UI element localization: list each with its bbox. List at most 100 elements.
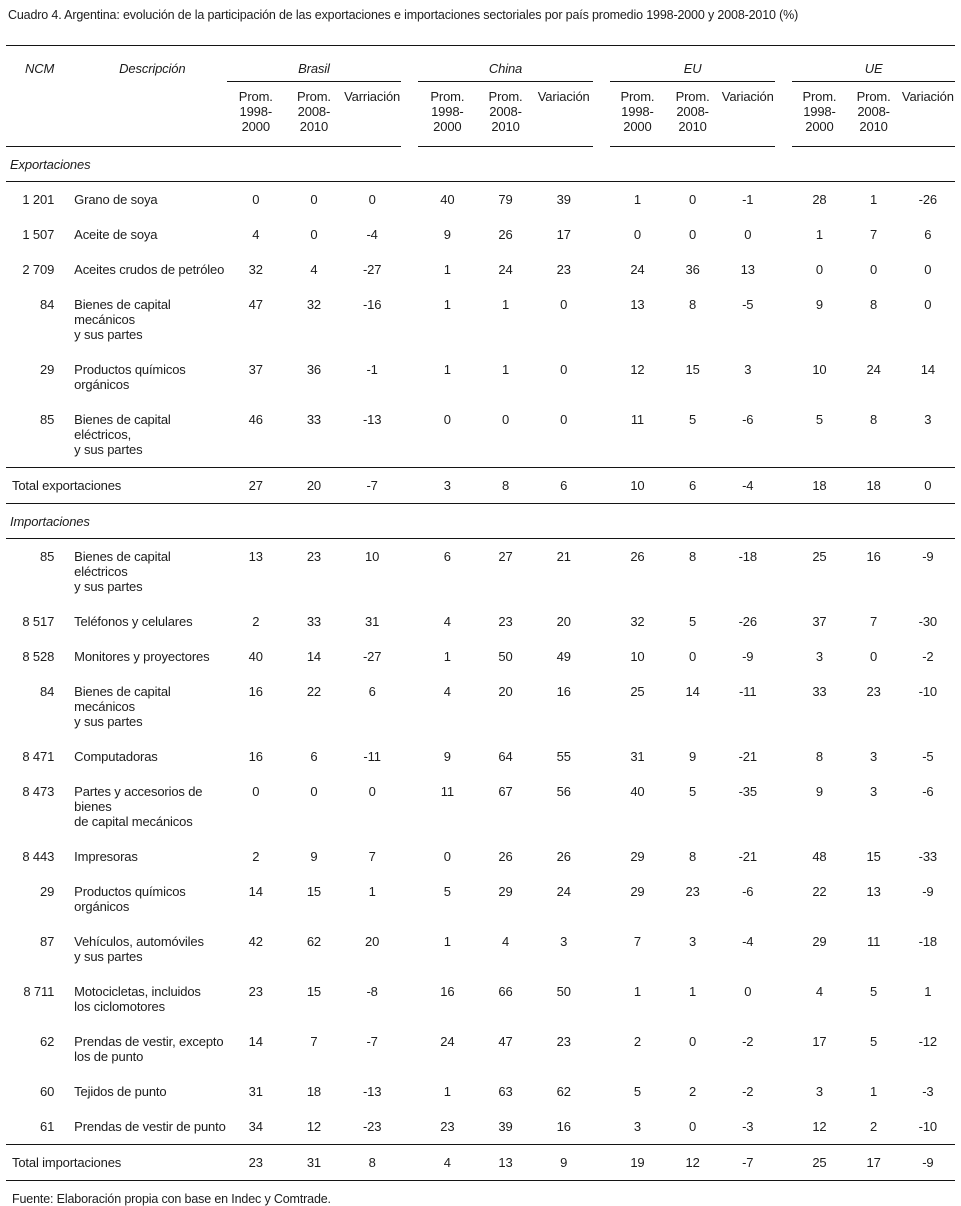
value-cell: 6 <box>924 227 932 242</box>
value-cell: 14 <box>306 649 322 664</box>
value-cell: 16 <box>440 984 455 999</box>
value-cell: 1 <box>633 192 641 207</box>
value-cell: -2 <box>922 649 934 664</box>
value-cell: 33 <box>812 684 827 699</box>
group-gap <box>593 287 610 352</box>
value-cell: 2 <box>633 1034 641 1049</box>
value-cell: 50 <box>498 649 513 664</box>
value-cell: 33 <box>306 412 322 427</box>
value-cell: 8 <box>870 297 878 312</box>
value-cell: 8 <box>689 549 697 564</box>
value-cell: 36 <box>685 262 700 277</box>
value-cell: 24 <box>556 884 571 899</box>
value-cell: 23 <box>226 1144 285 1181</box>
group-gap <box>593 874 610 924</box>
value-cell: 0 <box>689 1034 697 1049</box>
value-cell: 16 <box>556 684 571 699</box>
value-cell: 20 <box>284 467 344 504</box>
group-gap <box>593 974 610 1024</box>
group-gap <box>593 604 610 639</box>
value-cell: 27 <box>226 467 285 504</box>
value-cell: 10 <box>812 362 827 377</box>
section-row: Importaciones <box>6 503 955 539</box>
value-cell: 23 <box>556 262 571 277</box>
value-cell: -6 <box>742 412 754 427</box>
value-cell: 6 <box>665 467 721 504</box>
value-cell: 9 <box>689 749 697 764</box>
table-row: 84 Bienes de capital mecánicos y sus part… <box>6 674 955 739</box>
value-cell: 0 <box>870 649 878 664</box>
value-cell: -13 <box>362 1084 382 1099</box>
value-cell: 6 <box>310 749 318 764</box>
group-gap <box>592 467 610 504</box>
value-cell: -8 <box>366 984 378 999</box>
value-cell: 1 <box>924 984 932 999</box>
value-cell: 1 <box>501 362 510 377</box>
value-cell: 25 <box>812 549 827 564</box>
value-cell: 33 <box>306 614 322 629</box>
value-cell: 40 <box>630 784 645 799</box>
group-gap <box>593 774 610 839</box>
ncm-code: 2 709 <box>22 262 55 277</box>
table-row: 85 Bienes de capital eléctricos, y sus pa… <box>6 402 955 468</box>
value-cell: -18 <box>738 549 757 564</box>
value-cell: 67 <box>498 784 513 799</box>
value-cell: 20 <box>556 614 571 629</box>
value-cell: 48 <box>812 849 827 864</box>
value-cell: 27 <box>498 549 513 564</box>
value-cell: 2 <box>252 614 260 629</box>
value-cell: 37 <box>812 614 827 629</box>
value-cell: 0 <box>744 227 752 242</box>
value-cell: 13 <box>476 1144 535 1181</box>
value-cell: 9 <box>443 227 451 242</box>
value-cell: -11 <box>739 684 757 699</box>
subheader-china-prom2: Prom. 2008- 2010 <box>476 81 535 147</box>
row-description: Productos químicos orgánicos <box>74 884 186 914</box>
value-cell: 66 <box>498 984 513 999</box>
total-label: Total importaciones <box>6 1144 227 1181</box>
group-gap <box>401 182 418 218</box>
value-cell: 3 <box>689 934 697 949</box>
subheader-china-prom1: Prom. 1998- 2000 <box>418 81 477 147</box>
row-description: Tejidos de punto <box>74 1084 167 1099</box>
value-cell: 1 <box>815 227 823 242</box>
group-gap <box>401 217 418 252</box>
value-cell: 40 <box>440 192 455 207</box>
value-cell: 18 <box>846 467 901 504</box>
value-cell: 18 <box>792 467 847 504</box>
group-gap <box>593 182 610 218</box>
value-cell: 24 <box>498 262 513 277</box>
value-cell: 26 <box>498 849 513 864</box>
row-description: Bienes de capital mecánicos y sus partes <box>74 297 171 342</box>
ncm-code: 85 <box>40 412 55 427</box>
value-cell: 25 <box>630 684 645 699</box>
value-cell: 0 <box>560 297 568 312</box>
value-cell: 0 <box>924 262 932 277</box>
table-row: 29 Productos químicos orgánicos 14 15 1 5 29 24… <box>6 874 955 924</box>
value-cell: 3 <box>744 362 752 377</box>
value-cell: -7 <box>720 1144 776 1181</box>
value-cell: 15 <box>685 362 700 377</box>
value-cell: 5 <box>689 614 697 629</box>
value-cell: 1 <box>368 884 376 899</box>
subheader-eu-prom1: Prom. 1998- 2000 <box>609 81 665 147</box>
value-cell: 1 <box>443 297 451 312</box>
subheader-spacer <box>64 81 227 147</box>
value-cell: 4 <box>443 684 451 699</box>
group-gap <box>401 674 418 739</box>
group-gap <box>775 604 792 639</box>
group-gap <box>401 82 418 147</box>
group-gap <box>593 1109 610 1145</box>
value-cell: 0 <box>689 649 697 664</box>
group-gap <box>775 352 792 402</box>
value-cell: 46 <box>248 412 263 427</box>
value-cell: 39 <box>498 1119 513 1134</box>
group-gap <box>401 352 418 402</box>
value-cell: 29 <box>812 934 827 949</box>
table-row: 8 443 Impresoras 2 9 7 0 26 26 29 8 -21 48 15 -33 <box>6 839 955 874</box>
ncm-code: 1 201 <box>22 192 55 207</box>
value-cell: 8 <box>689 849 697 864</box>
ncm-code: 85 <box>40 549 55 564</box>
group-gap <box>401 46 418 82</box>
ncm-code: 8 471 <box>22 749 55 764</box>
